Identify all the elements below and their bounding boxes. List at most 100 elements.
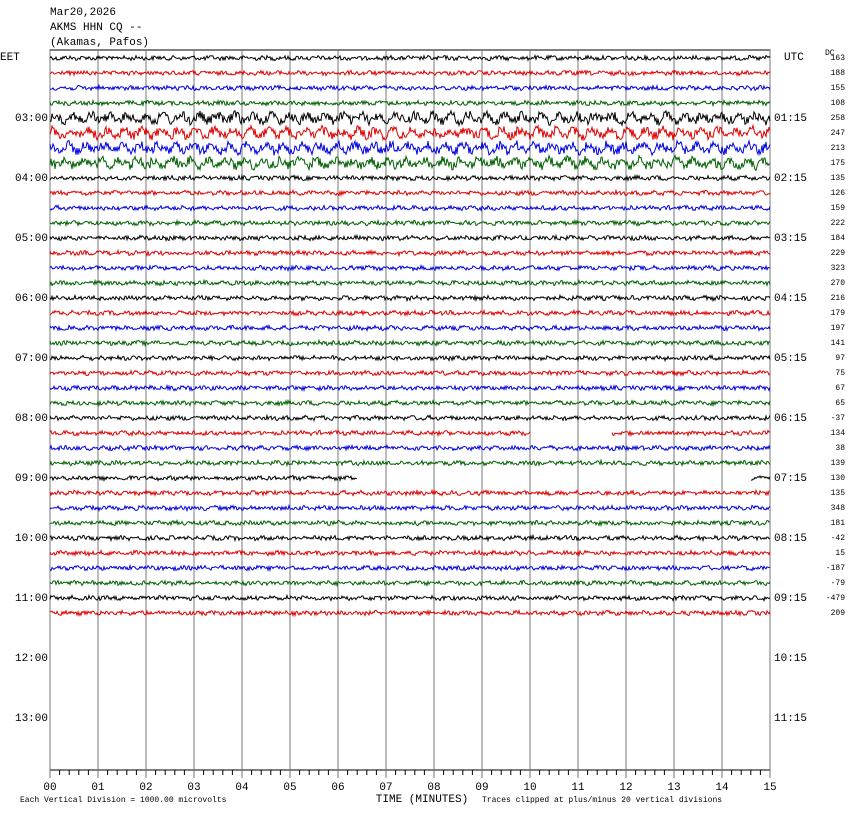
trace [49, 338, 771, 348]
trace [49, 503, 771, 513]
trace [49, 123, 771, 142]
dc-label: 135 [831, 174, 846, 183]
dc-label: -187 [826, 564, 845, 573]
trace [49, 608, 771, 618]
trace [49, 413, 771, 422]
trace [49, 383, 771, 393]
utc-label: 08:15 [774, 533, 807, 545]
utc-label: 03:15 [774, 233, 807, 245]
plot-frame [49, 49, 771, 771]
trace [49, 548, 771, 558]
dc-label: 135 [831, 489, 846, 498]
trace [49, 139, 771, 157]
eet-label: 05:00 [15, 233, 48, 245]
trace [49, 153, 771, 172]
dc-label: 15 [835, 549, 845, 558]
trace [49, 248, 771, 258]
dc-label: 229 [831, 249, 846, 258]
trace [49, 188, 771, 198]
dc-label: 270 [831, 279, 846, 288]
dc-label: 75 [835, 369, 845, 378]
dc-label: -37 [831, 414, 846, 423]
dc-label: 188 [831, 69, 846, 78]
trace [49, 579, 771, 588]
x-tick-label: 13 [667, 782, 680, 794]
trace [49, 173, 771, 183]
trace [49, 323, 771, 333]
utc-label: 10:15 [774, 653, 807, 665]
trace [49, 488, 771, 498]
dc-label: 141 [831, 339, 846, 348]
left-axis-title: EET [0, 52, 20, 64]
trace [50, 83, 771, 92]
dc-label: 222 [831, 219, 846, 228]
x-tick-label: 04 [235, 782, 249, 794]
eet-label: 10:00 [15, 533, 48, 545]
utc-label: 06:15 [774, 413, 807, 425]
x-tick-label: 10 [523, 782, 536, 794]
dc-label: 216 [831, 294, 846, 303]
eet-label: 08:00 [15, 413, 48, 425]
x-tick-label: 12 [619, 782, 632, 794]
dc-label: 130 [831, 474, 846, 483]
footer-right: Traces clipped at plus/minus 20 vertical… [482, 796, 722, 805]
trace [49, 308, 771, 318]
eet-label: 12:00 [15, 653, 48, 665]
trace [49, 563, 771, 573]
dc-label: 323 [831, 264, 846, 273]
dc-label: 179 [831, 309, 846, 318]
utc-label: 01:15 [774, 113, 807, 125]
trace [49, 458, 771, 468]
trace [49, 278, 771, 288]
dc-label: 209 [831, 609, 846, 618]
trace [49, 398, 771, 408]
trace [49, 593, 771, 603]
x-tick-label: 01 [91, 782, 105, 794]
dc-label: 108 [831, 99, 846, 108]
x-tick-label: 03 [187, 782, 200, 794]
x-tick-label: 06 [331, 782, 344, 794]
utc-label: 07:15 [774, 473, 807, 485]
trace [49, 368, 771, 377]
dc-label: 126 [831, 189, 846, 198]
trace [49, 518, 771, 528]
dc-label: 197 [831, 324, 846, 333]
trace [49, 233, 771, 242]
x-axis-title: TIME (MINUTES) [376, 794, 468, 806]
date: Mar20,2026 [50, 7, 116, 19]
utc-label: 04:15 [774, 293, 807, 305]
utc-label: 09:15 [774, 593, 807, 605]
dc-label: 184 [831, 234, 846, 243]
dc-label: 163 [831, 54, 846, 63]
dc-label: 175 [831, 159, 846, 168]
x-tick-label: 14 [715, 782, 729, 794]
utc-label: 05:15 [774, 353, 807, 365]
eet-label: 07:00 [15, 353, 48, 365]
eet-label: 04:00 [15, 173, 48, 185]
trace [49, 218, 771, 228]
trace [49, 533, 771, 543]
trace [49, 263, 771, 273]
trace [49, 354, 771, 363]
trace [49, 53, 771, 62]
eet-label: 11:00 [15, 593, 48, 605]
trace [49, 474, 771, 483]
dc-label: 97 [835, 354, 845, 363]
x-tick-label: 00 [43, 782, 56, 794]
footer-left: Each Vertical Division = 1000.00 microvo… [20, 796, 227, 805]
utc-label: 11:15 [774, 713, 807, 725]
x-tick-label: 07 [379, 782, 392, 794]
utc-label: 02:15 [774, 173, 807, 185]
x-tick-label: 11 [571, 782, 585, 794]
dc-label: -42 [831, 534, 846, 543]
trace [49, 443, 771, 453]
dc-label: 247 [831, 129, 846, 138]
dc-label: 159 [831, 204, 846, 213]
dc-label: 348 [831, 504, 846, 513]
trace [49, 98, 771, 108]
trace [49, 109, 771, 128]
dc-label: -479 [826, 594, 845, 603]
dc-label: 65 [835, 399, 845, 408]
eet-label: 03:00 [15, 113, 48, 125]
